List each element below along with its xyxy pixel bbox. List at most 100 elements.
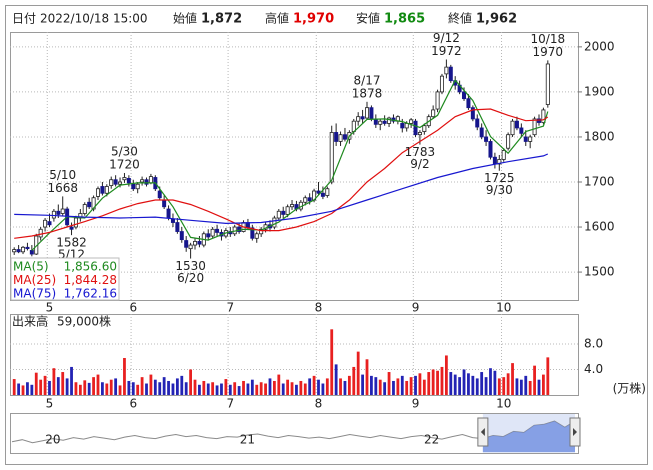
legend-name: MA(75) — [13, 287, 56, 301]
annotation-price: 1725 — [484, 171, 515, 185]
volume-panel — [10, 314, 579, 396]
volume-bar — [228, 384, 232, 395]
moving-average — [14, 108, 549, 239]
volume-bar — [321, 383, 325, 395]
volume-bar — [524, 375, 528, 395]
volume-bar — [299, 380, 303, 395]
volume-bar — [467, 373, 470, 395]
outer-frame — [5, 5, 648, 465]
candle-body — [409, 119, 414, 124]
candle-body — [166, 208, 171, 219]
volume-bar — [295, 384, 298, 395]
volume-bar — [281, 383, 285, 395]
candle-body — [435, 91, 440, 110]
candle-body — [545, 63, 550, 105]
volume-bar — [158, 382, 162, 395]
candle-body — [342, 134, 347, 140]
volume-bar — [489, 368, 492, 395]
candle-body — [210, 228, 215, 237]
candle-body — [104, 186, 109, 194]
candle-body — [73, 217, 78, 228]
candle-body — [276, 210, 281, 219]
volume-bar — [511, 363, 514, 395]
annotation-price: 1530 — [175, 259, 206, 273]
candle-body — [175, 222, 180, 232]
volume-bar — [506, 373, 510, 395]
volume-bar — [136, 384, 140, 395]
candle-body — [444, 66, 449, 75]
volume-bar — [334, 364, 338, 395]
candle-body — [475, 118, 480, 128]
volume-bar — [184, 382, 188, 395]
volume-bar — [162, 377, 166, 395]
volume-bar — [268, 378, 272, 395]
volume-bar — [215, 385, 219, 395]
volume-bar — [365, 359, 369, 395]
x-tick-label: 5 — [46, 301, 54, 315]
candle-body — [148, 176, 153, 184]
header-label: 終値 — [448, 11, 472, 26]
volume-bar — [101, 382, 104, 395]
moving-average — [31, 79, 549, 251]
candle-body — [378, 120, 383, 125]
candle-body — [422, 125, 427, 132]
volume-bar — [383, 382, 387, 395]
y-tick-label: 1600 — [584, 220, 615, 234]
volume-bar — [83, 380, 87, 395]
candle-body — [532, 118, 537, 136]
volume-bar — [519, 379, 523, 395]
volume-bar — [272, 380, 276, 395]
header-label: 日付 — [12, 12, 36, 26]
volume-bar — [180, 375, 184, 395]
candle-body — [307, 197, 312, 202]
candle-body — [382, 120, 387, 124]
volume-bar — [352, 366, 356, 395]
candle-body — [448, 66, 453, 82]
volume-bar — [39, 379, 43, 395]
annotation-price: 1720 — [109, 157, 140, 171]
x-tick-label: 9 — [412, 397, 420, 411]
volume-bar — [427, 372, 431, 395]
candle-body — [100, 186, 105, 194]
volume-title: 出来高 — [12, 314, 48, 329]
x-tick-label: 9 — [412, 301, 420, 315]
candle-body — [334, 132, 339, 142]
volume-bar — [21, 385, 25, 395]
volume-bar — [462, 369, 466, 395]
candle-body — [60, 208, 65, 214]
candle-body — [16, 249, 21, 253]
volume-bar — [436, 370, 439, 395]
annotation-date: 5/30 — [111, 144, 138, 158]
candle-body — [38, 228, 43, 238]
annotation-price: 1668 — [47, 181, 78, 195]
annotation-date: 9/12 — [433, 31, 460, 45]
candle-body — [413, 120, 418, 136]
candle-body — [170, 218, 175, 223]
header-value: 1,865 — [384, 12, 425, 27]
y-tick-label: 1500 — [584, 265, 615, 279]
candle-body — [365, 107, 370, 119]
volume-bar — [542, 374, 545, 395]
volume-bar — [30, 384, 34, 395]
candle-body — [126, 177, 131, 184]
volume-bar — [339, 378, 342, 395]
volume-bar — [12, 379, 16, 395]
candle-body — [51, 210, 56, 219]
volume-bar — [440, 366, 444, 395]
candle-body — [193, 241, 198, 246]
header-value: 1,962 — [476, 12, 517, 27]
volume-bar — [175, 378, 179, 395]
legend-value: 1,844.28 — [64, 273, 117, 287]
candle-body — [387, 117, 392, 124]
candle-body — [206, 233, 211, 238]
candle-body — [462, 91, 467, 100]
volume-bar — [17, 383, 21, 395]
candle-body — [135, 183, 140, 190]
volume-bar — [114, 378, 118, 395]
candle-body — [29, 250, 34, 255]
candle-body — [316, 190, 321, 194]
volume-bar — [153, 379, 157, 395]
y-tick-label: 1800 — [584, 129, 615, 143]
volume-bar — [87, 382, 91, 395]
volume-bar — [96, 374, 100, 395]
